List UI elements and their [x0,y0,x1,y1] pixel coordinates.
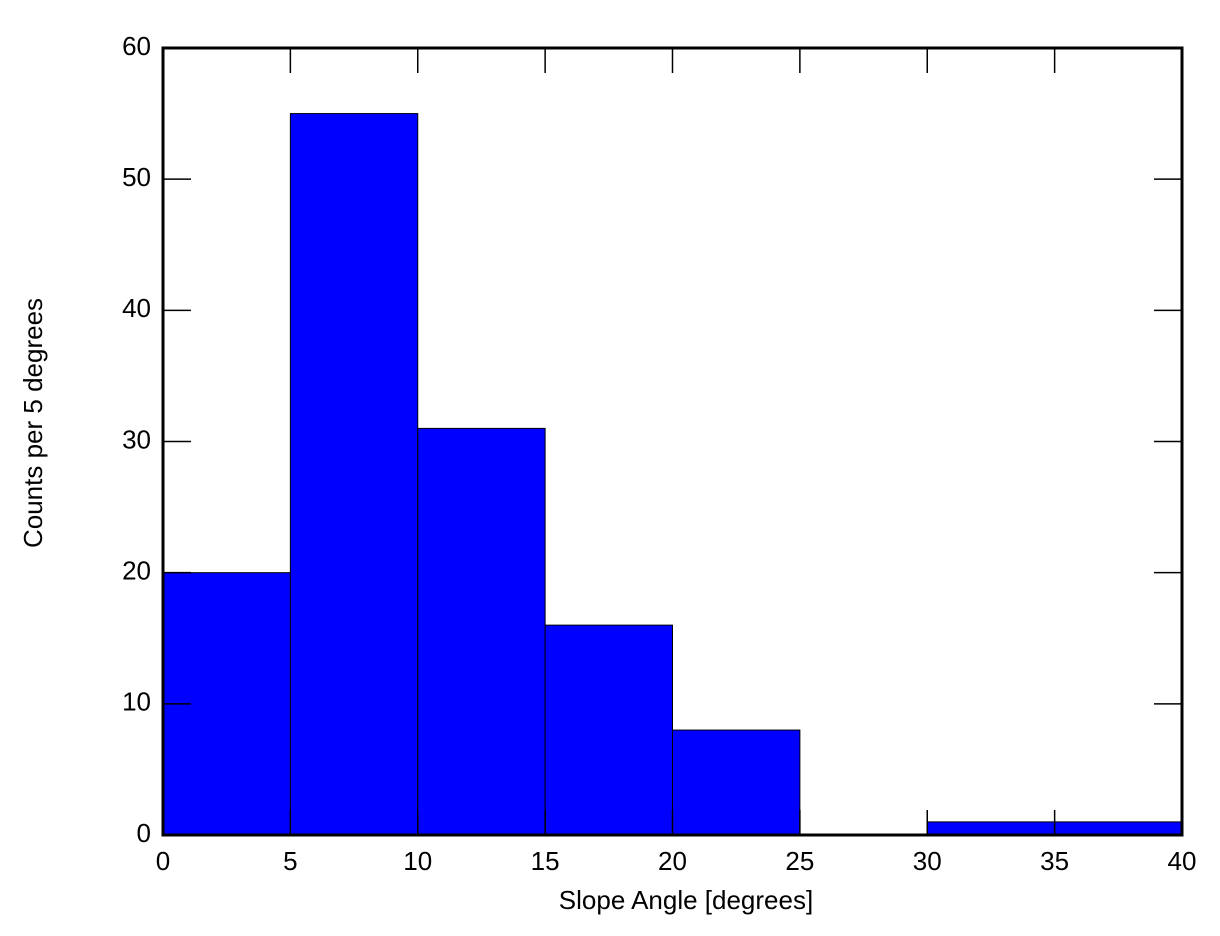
x-tick-label: 25 [785,846,814,876]
bar [544,624,673,836]
bar [289,113,419,836]
y-tick-label: 10 [122,687,151,717]
x-tick-label: 10 [403,846,432,876]
bar [1054,821,1183,836]
x-tick-label: 35 [1040,846,1069,876]
x-tick-label: 15 [531,846,560,876]
y-axis-label: Counts per 5 degrees [18,298,48,548]
y-tick-label: 0 [137,818,151,848]
y-tick-label: 20 [122,556,151,586]
x-tick-label: 0 [156,846,170,876]
x-tick-label: 30 [913,846,942,876]
y-tick-label: 40 [122,293,151,323]
x-tick-label: 5 [283,846,297,876]
y-tick-label: 30 [122,424,151,454]
x-tick-label: 20 [658,846,687,876]
bar [672,729,801,836]
x-axis-label: Slope Angle [degrees] [559,885,813,915]
y-tick-label: 60 [122,31,151,61]
bar [926,821,1056,836]
bar [417,427,546,836]
y-tick-label: 50 [122,162,151,192]
x-tick-label: 40 [1168,846,1197,876]
